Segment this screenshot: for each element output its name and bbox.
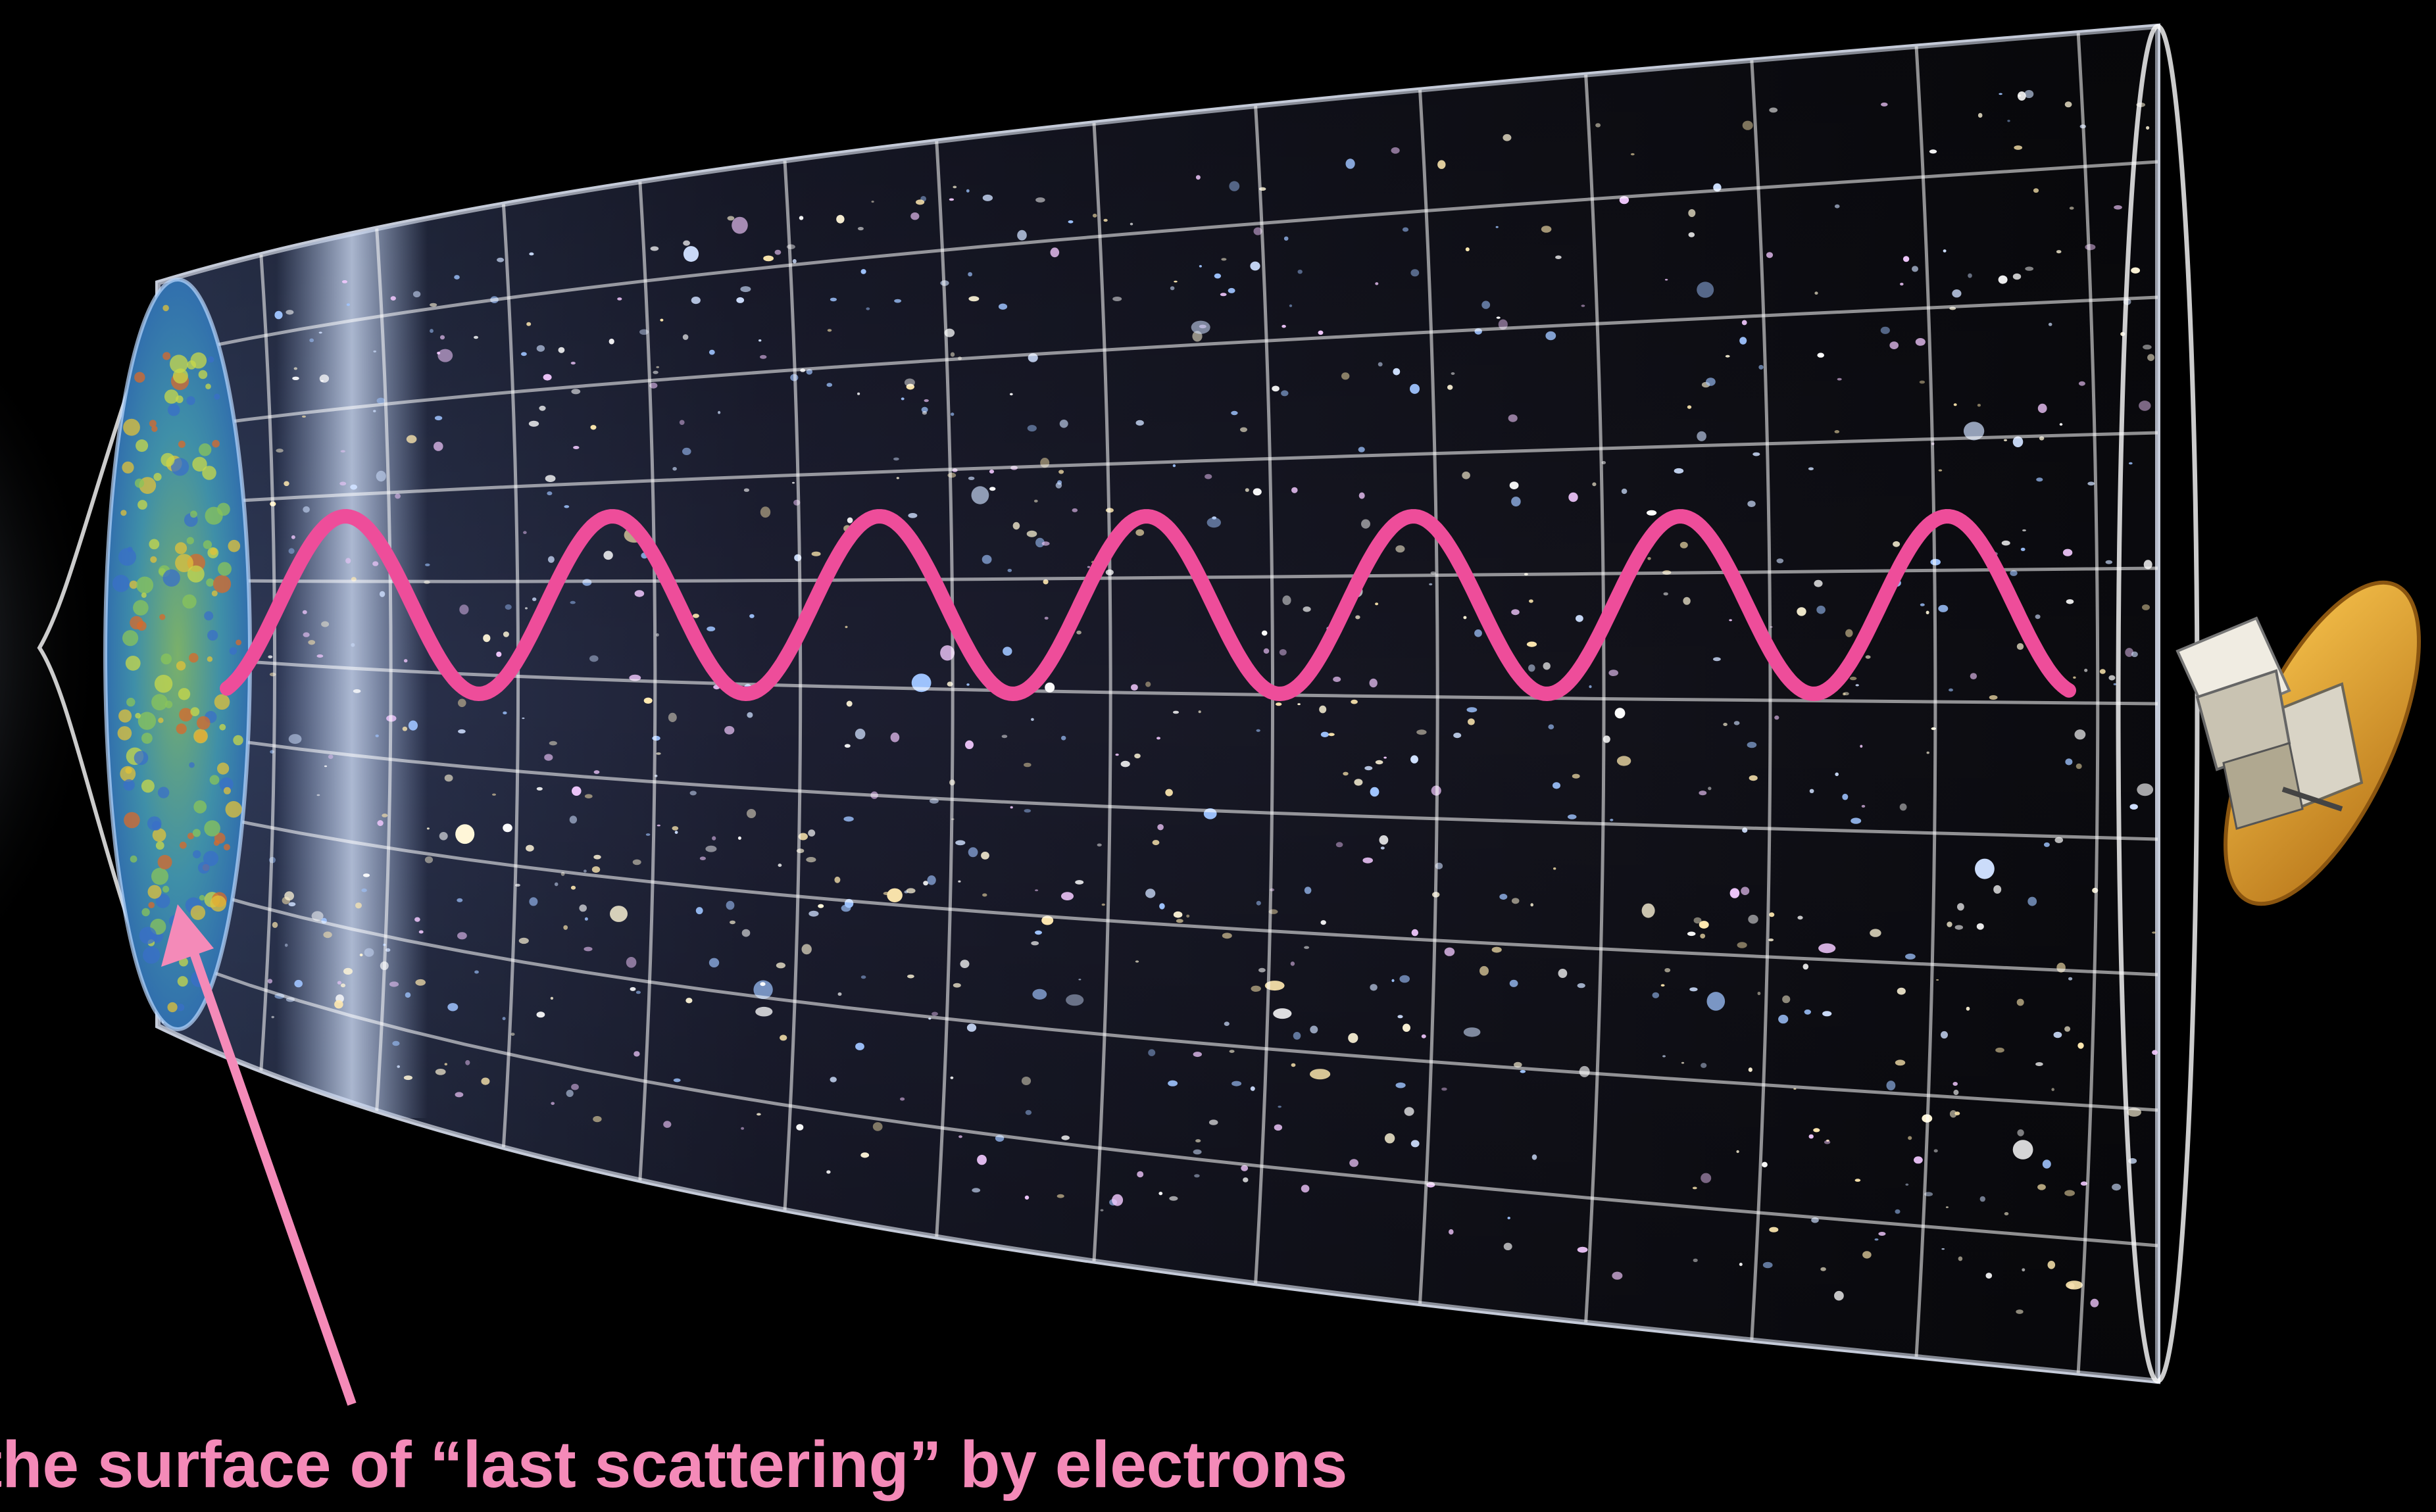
cmb-anisotropy-spots [112,305,243,1013]
pointer-arrow-icon [161,904,357,1406]
photon-wave-icon [220,508,2076,702]
tube-far-rim [2116,24,2200,1384]
dark-ages-glow-band [276,197,428,1118]
last-scattering-caption: the surface of “last scattering” by elec… [0,1428,1348,1501]
spacetime-grid [158,32,2158,1373]
satellite-icon [2175,580,2421,906]
big-bang-tip [37,288,166,1024]
